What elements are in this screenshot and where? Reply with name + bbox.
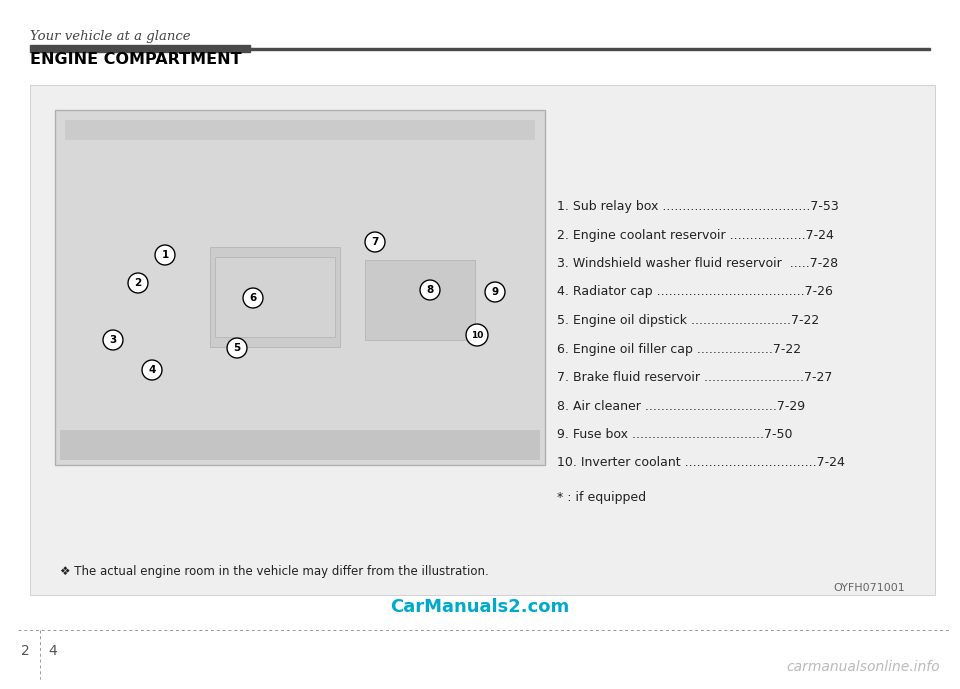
Text: 8. Air cleaner .................................7-29: 8. Air cleaner .........................…	[557, 400, 805, 413]
Circle shape	[365, 232, 385, 252]
Text: ENGINE COMPARTMENT: ENGINE COMPARTMENT	[30, 52, 242, 67]
Text: 1. Sub relay box .....................................7-53: 1. Sub relay box .......................…	[557, 200, 839, 213]
Circle shape	[155, 245, 175, 265]
Text: * : if equipped: * : if equipped	[557, 491, 646, 504]
Text: ❖ The actual engine room in the vehicle may differ from the illustration.: ❖ The actual engine room in the vehicle …	[60, 565, 489, 578]
Bar	[30, 45, 250, 52]
Circle shape	[128, 273, 148, 293]
Bar	[215, 257, 335, 337]
Text: 8: 8	[426, 285, 434, 295]
Text: 5: 5	[233, 343, 241, 353]
Text: 2: 2	[21, 644, 30, 658]
Text: 4: 4	[48, 644, 57, 658]
Text: 2. Engine coolant reservoir ...................7-24: 2. Engine coolant reservoir ............…	[557, 229, 834, 242]
Bar	[30, 85, 935, 595]
Circle shape	[466, 324, 488, 346]
Text: 1: 1	[161, 250, 169, 260]
Text: 9. Fuse box .................................7-50: 9. Fuse box ............................…	[557, 428, 793, 441]
Text: 7: 7	[372, 237, 378, 247]
Circle shape	[243, 288, 263, 308]
Circle shape	[420, 280, 440, 300]
Circle shape	[142, 360, 162, 380]
Bar	[65, 120, 535, 140]
Text: 3. Windshield washer fluid reservoir  .....7-28: 3. Windshield washer fluid reservoir ...…	[557, 257, 838, 270]
Text: Your vehicle at a glance: Your vehicle at a glance	[30, 30, 191, 43]
Text: 6: 6	[250, 293, 256, 303]
Text: OYFH071001: OYFH071001	[833, 583, 905, 593]
Bar	[55, 110, 545, 465]
Circle shape	[227, 338, 247, 358]
Text: 10: 10	[470, 331, 483, 340]
Bar	[250, 48, 930, 50]
Bar	[210, 247, 340, 347]
Text: 6. Engine oil filler cap ...................7-22: 6. Engine oil filler cap ...............…	[557, 342, 802, 356]
Text: 7. Brake fluid reservoir .........................7-27: 7. Brake fluid reservoir ...............…	[557, 371, 832, 384]
Text: 9: 9	[492, 287, 498, 297]
Bar	[60, 430, 540, 460]
Text: 4: 4	[148, 365, 156, 375]
Bar	[55, 110, 545, 465]
Text: CarManuals2.com: CarManuals2.com	[391, 598, 569, 616]
Text: carmanualsonline.info: carmanualsonline.info	[786, 660, 940, 674]
Text: 4. Radiator cap .....................................7-26: 4. Radiator cap ........................…	[557, 285, 833, 298]
Circle shape	[485, 282, 505, 302]
Text: 5. Engine oil dipstick .........................7-22: 5. Engine oil dipstick .................…	[557, 314, 819, 327]
Circle shape	[103, 330, 123, 350]
Text: 3: 3	[109, 335, 116, 345]
Text: 10. Inverter coolant .................................7-24: 10. Inverter coolant ...................…	[557, 457, 845, 469]
Bar	[365, 260, 475, 340]
Text: 2: 2	[134, 278, 142, 288]
